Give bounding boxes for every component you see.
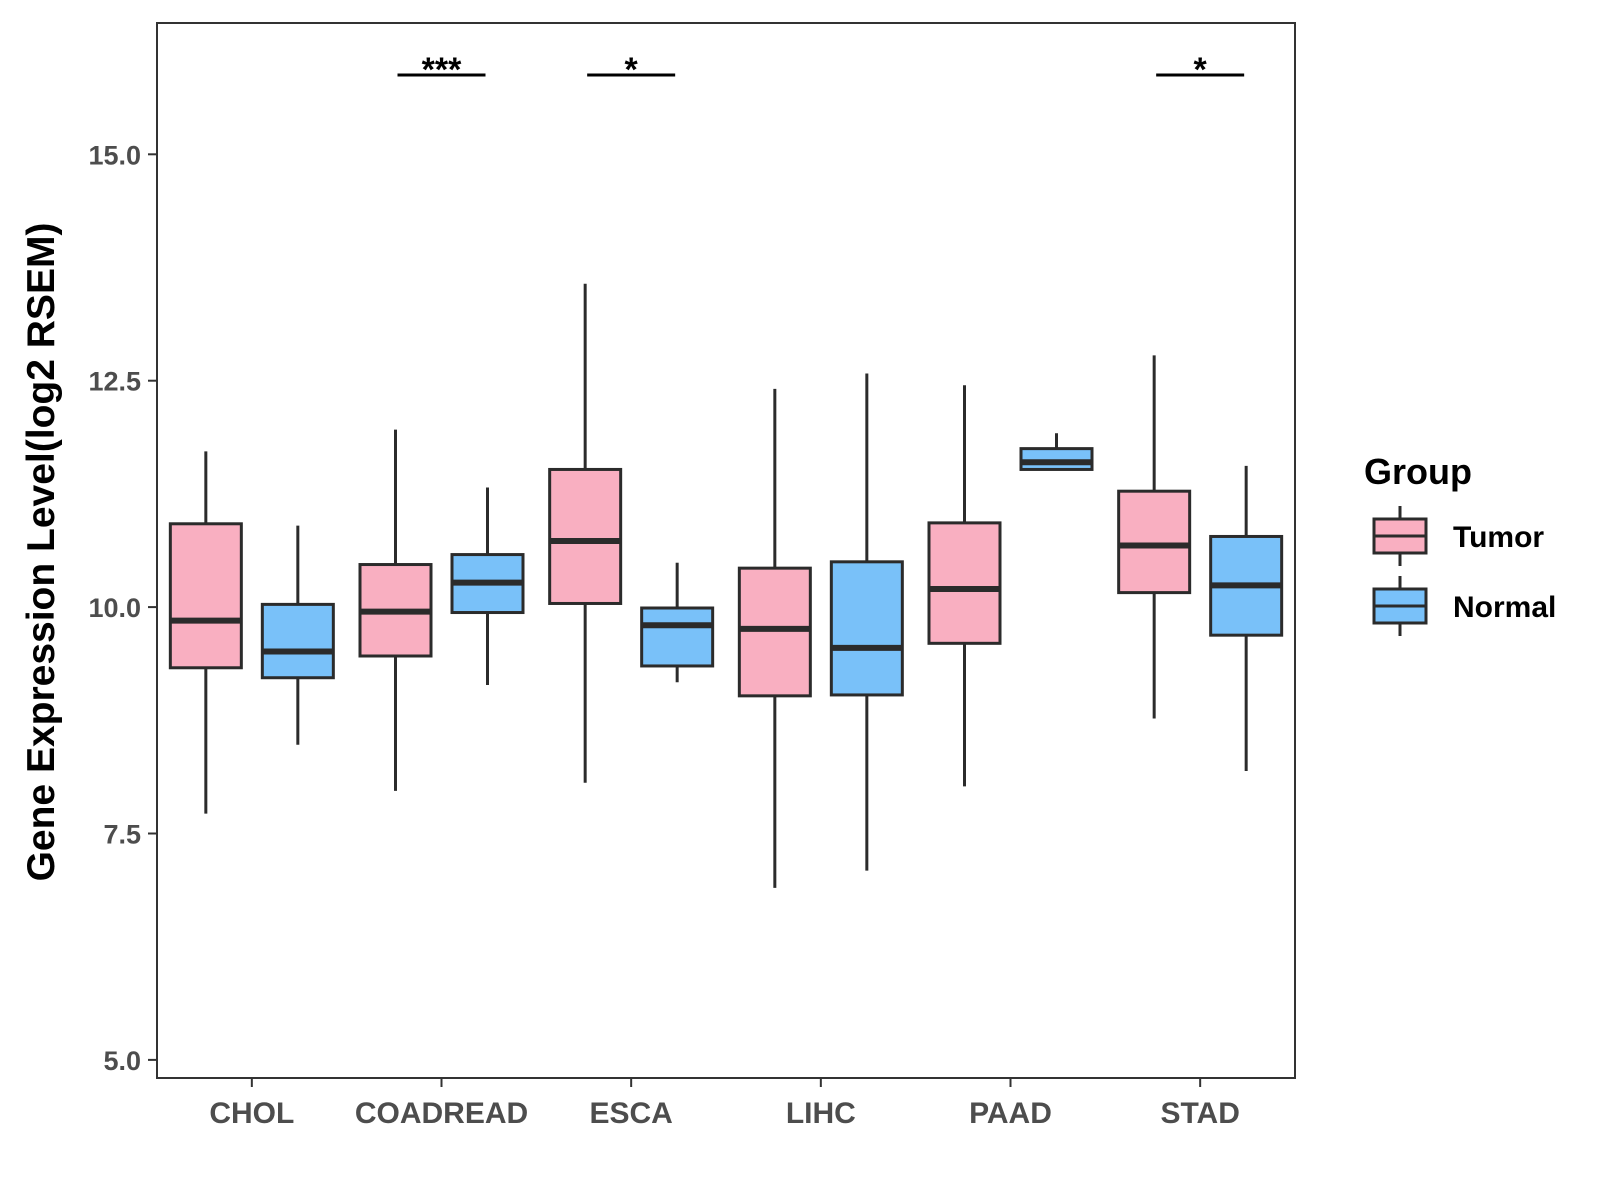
significance-annotations: *** * * — [397, 51, 1245, 89]
box-tumor-lihc — [737, 388, 812, 888]
x-tick-label: ESCA — [589, 1097, 672, 1130]
box-tumor-esca — [548, 283, 623, 783]
box-series — [168, 283, 1284, 888]
y-axis-title: Gene Expression Level(log2 RSEM) — [20, 223, 63, 882]
y-tick-label: 7.5 — [103, 819, 141, 849]
legend: Group Tumor Normal — [1364, 451, 1556, 636]
y-tick-label: 15.0 — [88, 140, 141, 170]
box-normal-chol — [260, 525, 335, 745]
y-tick-label: 12.5 — [88, 367, 141, 397]
box-tumor-stad — [1117, 355, 1192, 719]
x-axis: CHOL COADREAD ESCA LIHC PAAD STAD — [209, 1078, 1240, 1130]
box-body — [927, 521, 1002, 645]
legend-label: Tumor — [1453, 521, 1544, 554]
legend-item-tumor: Tumor — [1372, 506, 1544, 566]
x-tick-label: STAD — [1160, 1097, 1239, 1130]
box-normal-stad — [1209, 465, 1284, 772]
y-tick-label: 5.0 — [103, 1046, 141, 1076]
box-tumor-paad — [927, 385, 1002, 787]
box-tumor-coadread — [358, 429, 433, 791]
legend-title: Group — [1364, 451, 1472, 492]
x-tick-label: COADREAD — [355, 1097, 528, 1130]
box-normal-paad — [1019, 433, 1094, 471]
box-normal-esca — [640, 562, 715, 683]
significance-label: *** — [422, 51, 462, 89]
box-body — [829, 560, 904, 697]
box-body — [1117, 489, 1192, 595]
box-normal-coadread — [450, 487, 525, 685]
box-body — [548, 467, 623, 605]
box-body — [168, 522, 243, 670]
box-tumor-chol — [168, 451, 243, 814]
significance-label: * — [625, 51, 639, 89]
x-tick-label: PAAD — [969, 1097, 1052, 1130]
significance-label: * — [1194, 51, 1208, 89]
box-body — [640, 606, 715, 668]
x-tick-label: LIHC — [786, 1097, 856, 1130]
box-body — [737, 566, 812, 698]
legend-item-normal: Normal — [1372, 576, 1556, 636]
box-body — [1019, 447, 1094, 471]
y-axis: 5.0 7.5 10.0 12.5 15.0 — [88, 140, 157, 1076]
x-tick-label: CHOL — [209, 1097, 294, 1130]
box-normal-lihc — [829, 373, 904, 871]
legend-label: Normal — [1453, 591, 1556, 624]
box-body — [260, 602, 335, 680]
y-tick-label: 10.0 — [88, 593, 141, 623]
plot-panel — [156, 22, 1296, 1079]
